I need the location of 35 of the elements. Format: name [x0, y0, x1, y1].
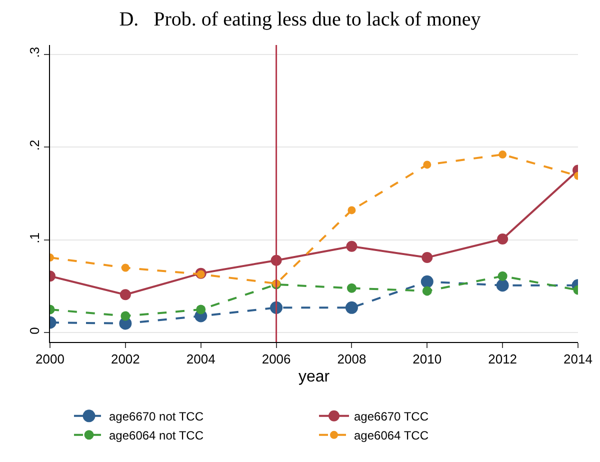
point — [120, 311, 130, 321]
point — [196, 270, 205, 278]
legend-label: age6670 TCC — [354, 410, 429, 424]
y-tick-label: .2 — [26, 140, 42, 151]
x-tick-label: 2012 — [488, 352, 518, 367]
x-tick-label: 2010 — [412, 352, 442, 367]
point — [422, 252, 433, 264]
point — [498, 271, 508, 281]
point — [346, 240, 358, 252]
x-axis-title: year — [298, 368, 330, 386]
x-tick-label: 2004 — [186, 352, 216, 367]
y-tick-label: .1 — [26, 232, 42, 244]
y-tick-label: .3 — [26, 46, 42, 58]
legend-label: age6064 TCC — [354, 428, 429, 443]
x-tick-label: 2002 — [110, 352, 140, 367]
point — [348, 206, 356, 214]
x-tick-label: 2000 — [36, 352, 64, 367]
point — [496, 279, 509, 292]
point — [498, 150, 507, 159]
point — [121, 264, 130, 272]
legend-label: age6670 not TCC — [109, 410, 204, 424]
point — [346, 283, 356, 293]
x-tick-label: 2014 — [564, 352, 592, 367]
point — [497, 233, 508, 244]
point — [423, 160, 432, 169]
point — [345, 301, 358, 314]
x-tick-label: 2006 — [262, 352, 291, 367]
legend-label: age6064 not TCC — [109, 428, 204, 443]
chart-title: D. Prob. of eating less due to lack of money — [119, 8, 481, 31]
point — [422, 286, 432, 296]
point — [196, 304, 206, 314]
y-tick-label: 0 — [26, 327, 42, 334]
point — [120, 289, 131, 300]
point — [420, 275, 434, 288]
x-tick-label: 2008 — [337, 352, 366, 367]
